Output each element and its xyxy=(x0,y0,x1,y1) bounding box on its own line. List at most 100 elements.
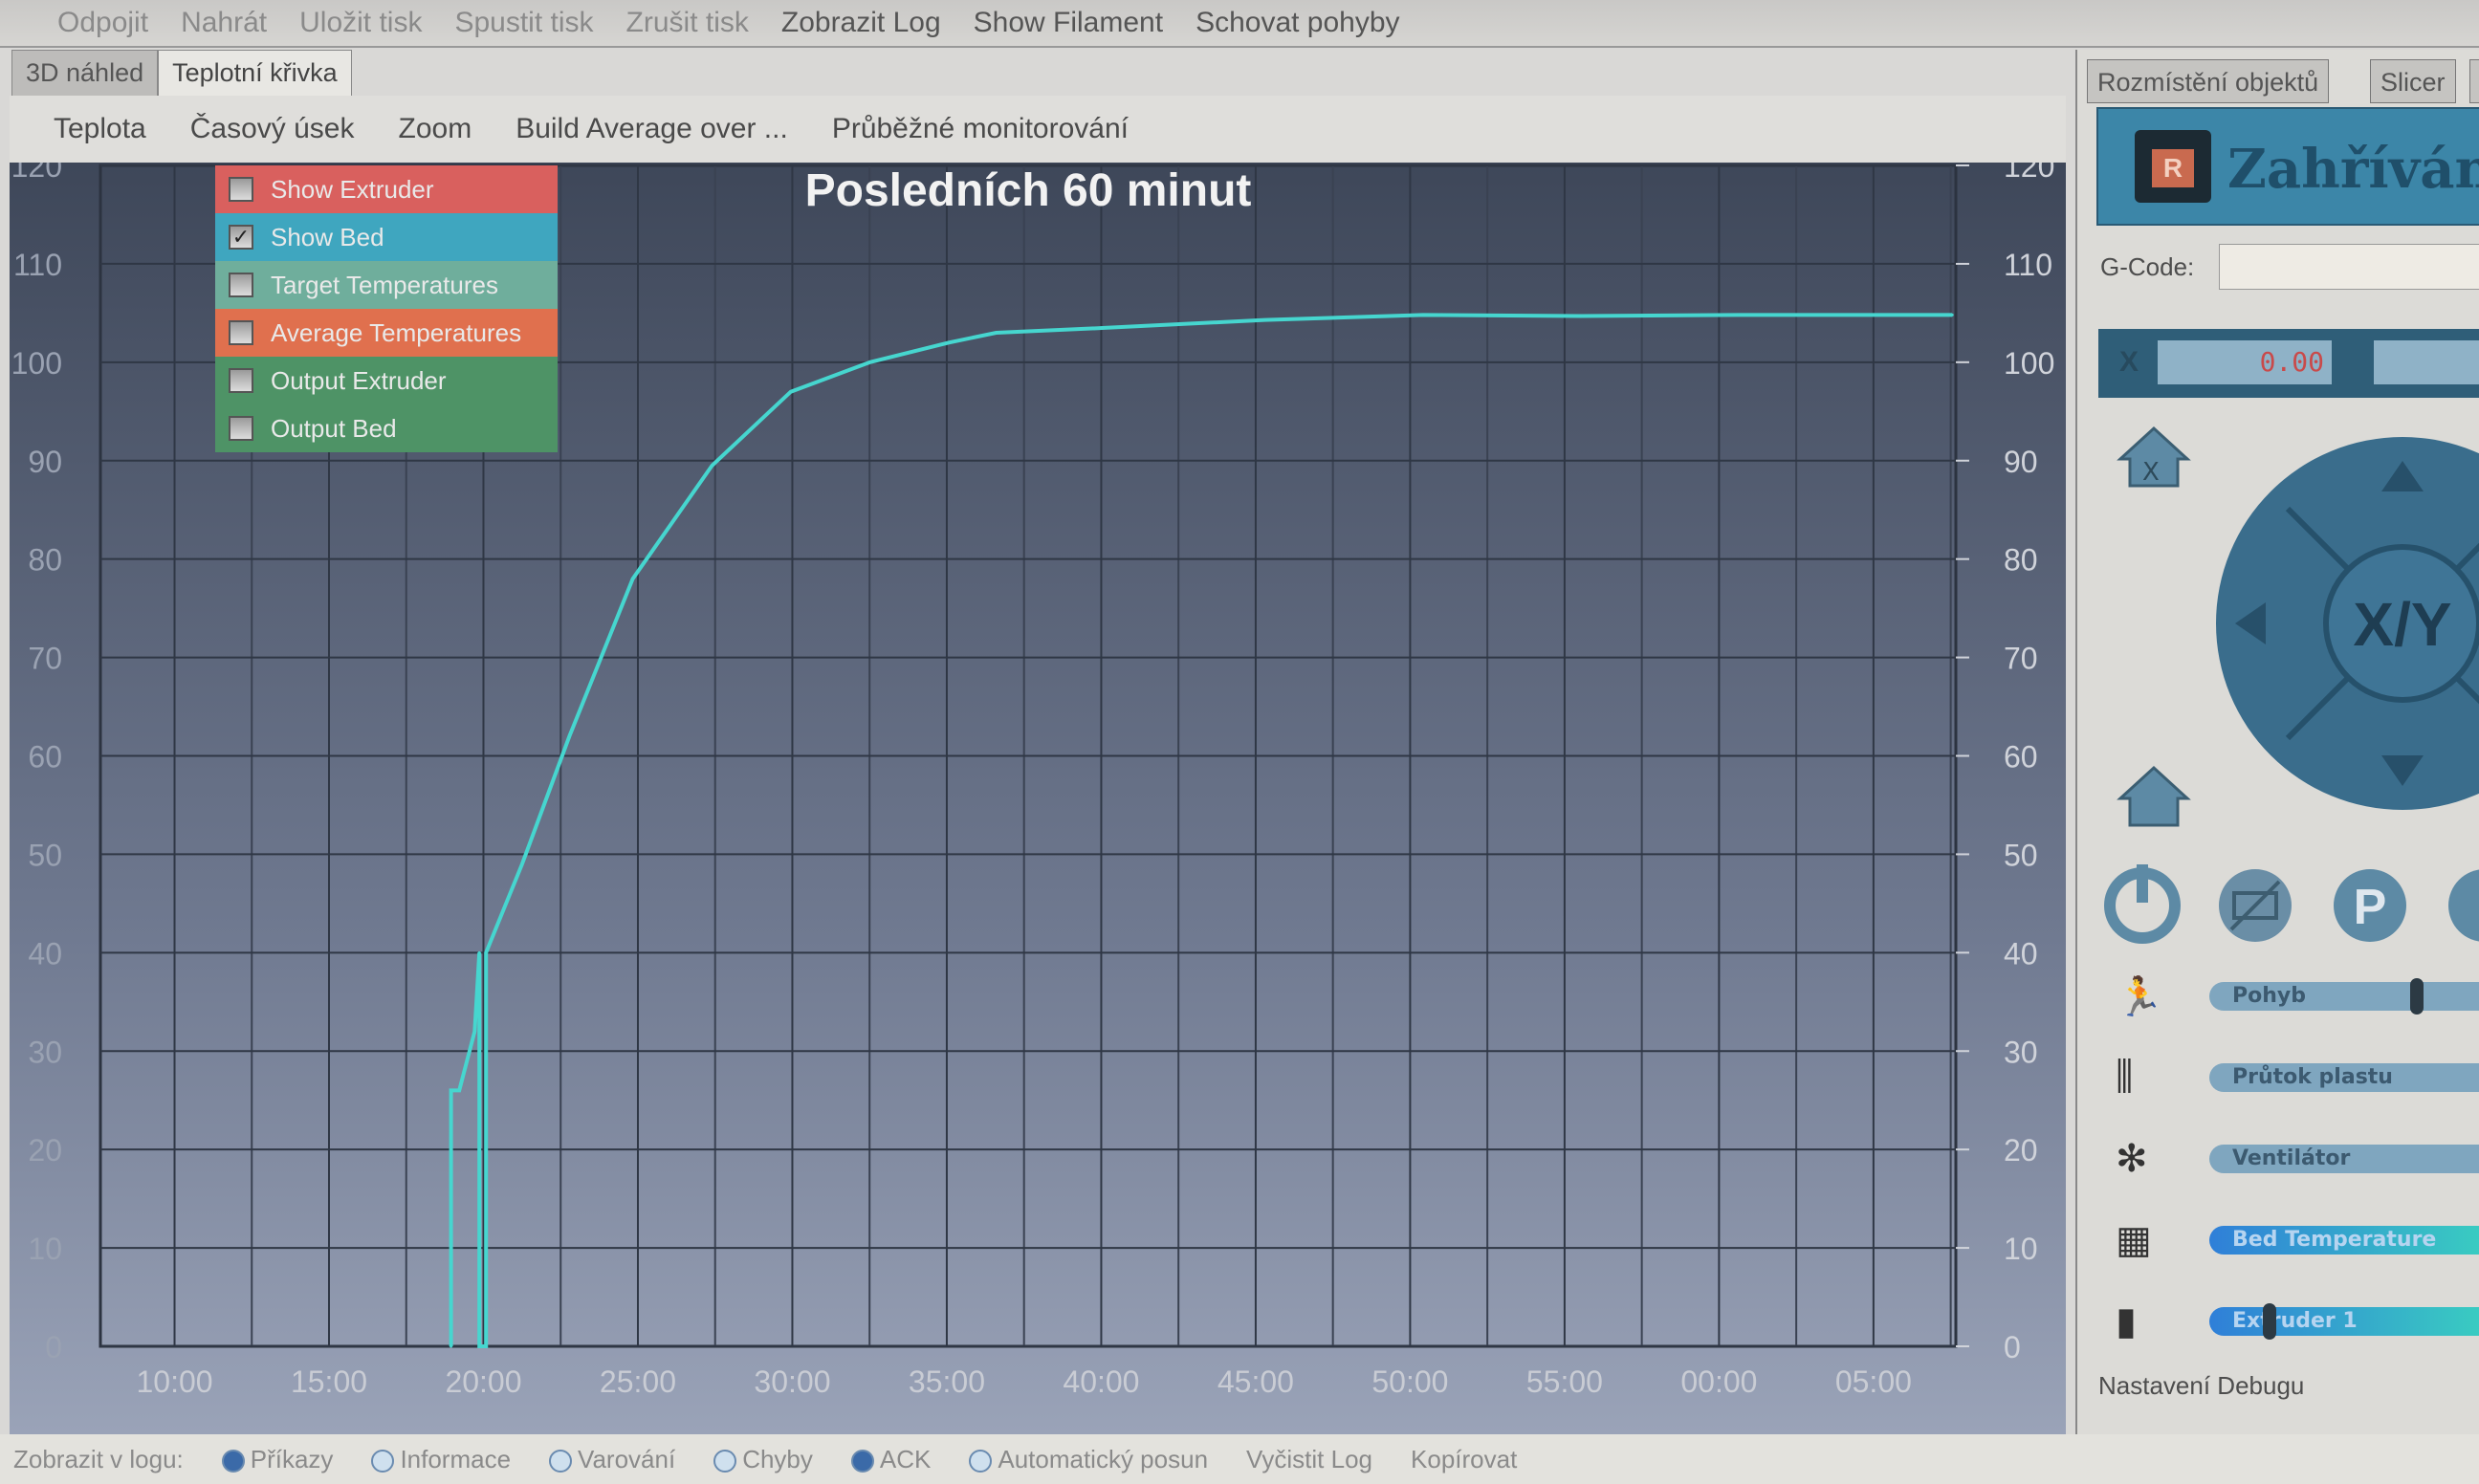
y-tick-label-left: 110 xyxy=(13,248,62,282)
legend-item[interactable]: Average Temperatures xyxy=(215,309,558,357)
y-tick-label-left: 70 xyxy=(28,642,62,676)
y-tick-label-right: 120 xyxy=(2004,163,2054,184)
y-tick-label-left: 90 xyxy=(28,445,62,479)
data-point xyxy=(1263,318,1267,322)
menu-disconnect[interactable]: Odpojit xyxy=(57,7,149,38)
data-point xyxy=(1421,313,1425,316)
data-point xyxy=(472,1030,476,1034)
log-option[interactable]: Chyby xyxy=(713,1445,813,1474)
chart-svg: 10:00 15:00 20:00 25:00 30:00 35:00 40:00 45:00… xyxy=(11,163,2055,1399)
tab-temperature-curve[interactable]: Teplotní křivka xyxy=(158,50,352,96)
radio-button[interactable] xyxy=(371,1449,395,1473)
log-option[interactable]: Příkazy xyxy=(221,1444,334,1474)
log-option-label: Informace xyxy=(400,1444,512,1473)
copy-log-button[interactable]: Kopírovat xyxy=(1411,1444,1518,1473)
slider-4[interactable]: Bed Temperature xyxy=(2209,1226,2479,1255)
legend-checkbox[interactable] xyxy=(229,177,253,202)
slider-knob[interactable] xyxy=(2410,978,2424,1015)
chart-toolbar: Teplota Časový úsek Zoom Build Average o… xyxy=(10,96,2066,163)
log-option[interactable]: Informace xyxy=(371,1445,511,1474)
log-options: Příkazy Informace Varování Chyby ACK Automati… xyxy=(221,1444,1208,1474)
data-point xyxy=(484,1344,488,1348)
tab-printer[interactable]: P xyxy=(2469,59,2479,103)
log-option[interactable]: Automatický posun xyxy=(969,1445,1208,1474)
slider-1[interactable]: Pohyb xyxy=(2209,978,2479,1015)
x-tick-label: 20:00 xyxy=(445,1364,521,1399)
runner-icon: 🏃 xyxy=(2116,976,2163,1018)
x-tick-label: 30:00 xyxy=(754,1364,830,1399)
position-bar: X 0.00 xyxy=(2098,329,2479,398)
tab-object-placement[interactable]: Rozmístění objektů xyxy=(2087,59,2330,103)
x-tick-label: 55:00 xyxy=(1526,1364,1603,1399)
log-option[interactable]: Varování xyxy=(549,1445,675,1474)
radio-button[interactable] xyxy=(969,1449,993,1473)
log-option[interactable]: ACK xyxy=(850,1445,931,1474)
data-point xyxy=(631,577,635,580)
radio-button[interactable] xyxy=(549,1449,573,1473)
menu-load[interactable]: Nahrát xyxy=(181,7,268,38)
data-point xyxy=(868,360,872,364)
data-point xyxy=(995,331,998,335)
data-point xyxy=(520,862,524,866)
legend-item[interactable]: Output Extruder xyxy=(215,357,558,404)
toolbar-continuous-monitoring[interactable]: Průběžné monitorování xyxy=(831,113,1129,144)
slider-5[interactable]: Extruder 1 xyxy=(2209,1303,2479,1340)
tab-slicer[interactable]: Slicer xyxy=(2370,59,2456,103)
xy-jog-control[interactable]: X/Y xyxy=(2202,427,2479,810)
y-tick-label-left: 20 xyxy=(28,1133,62,1168)
log-option-label: Příkazy xyxy=(250,1444,334,1473)
legend-checkbox[interactable] xyxy=(229,416,253,441)
toolbar-zoom[interactable]: Zoom xyxy=(398,113,472,144)
data-point xyxy=(1579,314,1583,317)
x-tick-label: 15:00 xyxy=(291,1364,367,1399)
chart-title: Posledních 60 minut xyxy=(804,165,1252,216)
legend-item[interactable]: Target Temperatures xyxy=(215,261,558,309)
menu-show-filament[interactable]: Show Filament xyxy=(973,7,1164,38)
slider-3[interactable]: Ventilátor xyxy=(2209,1145,2479,1173)
legend-checkbox[interactable]: ✓ xyxy=(229,225,253,250)
home-icon[interactable] xyxy=(2116,762,2192,829)
y-tick-label-left: 10 xyxy=(28,1232,62,1266)
y-tick-label-right: 0 xyxy=(2004,1330,2021,1364)
menu-show-log[interactable]: Zobrazit Log xyxy=(780,7,941,38)
slider-label: Bed Temperature xyxy=(2232,1228,2437,1252)
radio-button[interactable] xyxy=(850,1449,874,1473)
menu-cancel-print[interactable]: Zrušit tisk xyxy=(625,7,749,38)
menu-hide-moves[interactable]: Schovat pohyby xyxy=(1196,7,1400,38)
no-screen-icon xyxy=(2219,869,2292,942)
legend-label: Output Bed xyxy=(271,413,397,443)
toolbar-build-average[interactable]: Build Average over ... xyxy=(516,113,788,144)
legend-label: Average Temperatures xyxy=(271,317,522,347)
printer-status: Zahřívání xyxy=(2227,138,2479,201)
data-point xyxy=(1737,313,1741,316)
menu-start-print[interactable]: Spustit tisk xyxy=(454,7,594,38)
home-x-icon[interactable]: X xyxy=(2116,423,2192,490)
data-point xyxy=(477,1344,481,1348)
y-tick-label-right: 80 xyxy=(2004,543,2038,578)
data-point xyxy=(484,950,488,954)
menu-save-print[interactable]: Uložit tisk xyxy=(299,7,423,38)
slider-2[interactable]: Průtok plastu xyxy=(2209,1063,2479,1092)
legend-item[interactable]: Output Bed xyxy=(215,404,558,452)
toolbar-time-period[interactable]: Časový úsek xyxy=(189,113,355,144)
y-tick-label-right: 70 xyxy=(2004,642,2038,676)
data-point xyxy=(477,950,481,954)
y-tick-label-right: 100 xyxy=(2004,346,2054,381)
toolbar-temperature[interactable]: Teplota xyxy=(54,113,146,144)
radio-button[interactable] xyxy=(221,1449,245,1473)
extruder-off-icon: ▮ xyxy=(2116,1300,2138,1342)
legend-checkbox[interactable] xyxy=(229,368,253,393)
y-tick-label-left: 40 xyxy=(28,936,62,971)
clear-log-button[interactable]: Vyčistit Log xyxy=(1246,1444,1373,1473)
y-position-value xyxy=(2374,340,2479,384)
legend-item[interactable]: ✓ Show Bed xyxy=(215,213,558,261)
legend-checkbox[interactable] xyxy=(229,320,253,345)
radio-button[interactable] xyxy=(713,1449,737,1473)
gcode-input[interactable] xyxy=(2219,244,2479,290)
slider-knob[interactable] xyxy=(2263,1303,2276,1340)
log-filter-bar: Zobrazit v logu: Příkazy Informace Varován… xyxy=(0,1434,2479,1484)
legend-checkbox[interactable] xyxy=(229,273,253,297)
tab-3d-view[interactable]: 3D náhled xyxy=(11,50,159,96)
repetier-logo: R xyxy=(2135,130,2211,203)
legend-item[interactable]: Show Extruder xyxy=(215,165,558,213)
